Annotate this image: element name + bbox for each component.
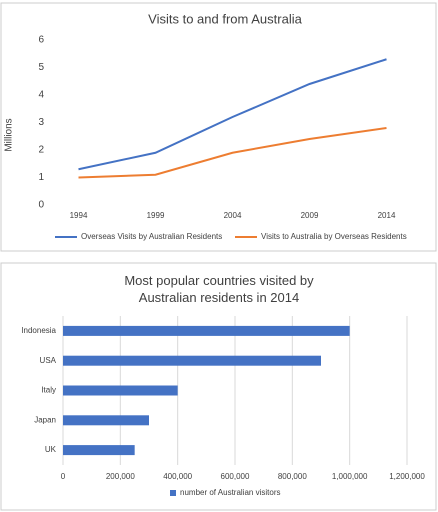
y-tick-label: USA [40, 356, 57, 365]
x-tick-label: 2004 [224, 211, 242, 220]
y-axis-label: Millions [4, 118, 15, 151]
x-tick-label: 1,000,000 [332, 472, 368, 481]
x-tick-label: 400,000 [163, 472, 192, 481]
y-tick-label: UK [45, 445, 57, 454]
y-tick-label: Japan [34, 415, 56, 424]
bar [63, 445, 135, 456]
x-tick-label: 200,000 [106, 472, 135, 481]
x-tick-label: 800,000 [278, 472, 307, 481]
y-tick-label: 2 [38, 145, 44, 156]
x-tick-label: 1999 [147, 211, 165, 220]
x-tick-label: 2009 [301, 211, 319, 220]
line-series [78, 58, 387, 171]
bar [63, 325, 350, 336]
y-tick-label: 5 [38, 62, 44, 73]
bar [63, 385, 178, 396]
x-tick-label: 1,200,000 [389, 472, 425, 481]
x-tick-label: 0 [61, 472, 66, 481]
legend-label: number of Australian visitors [180, 488, 281, 497]
bar [63, 415, 149, 426]
y-tick-label: 4 [38, 90, 44, 101]
legend-marker [170, 490, 176, 496]
chart-title: Visits to and from Australia [148, 11, 302, 26]
legend-label: Overseas Visits by Australian Residents [81, 232, 222, 241]
y-tick-label: Indonesia [21, 326, 56, 335]
y-tick-label: 1 [38, 172, 44, 183]
chart-frame [0, 2, 437, 252]
y-tick-label: Italy [41, 386, 56, 395]
legend-label: Visits to Australia by Overseas Resident… [261, 232, 407, 241]
x-tick-label: 600,000 [221, 472, 250, 481]
line-series [78, 127, 387, 179]
y-tick-label: 0 [38, 200, 44, 211]
x-tick-label: 1994 [70, 211, 88, 220]
x-tick-label: 2014 [378, 211, 396, 220]
bar [63, 355, 321, 366]
y-tick-label: 3 [38, 117, 44, 128]
y-tick-label: 6 [38, 35, 44, 46]
chart-title: Most popular countries visited by Austra… [124, 273, 314, 305]
